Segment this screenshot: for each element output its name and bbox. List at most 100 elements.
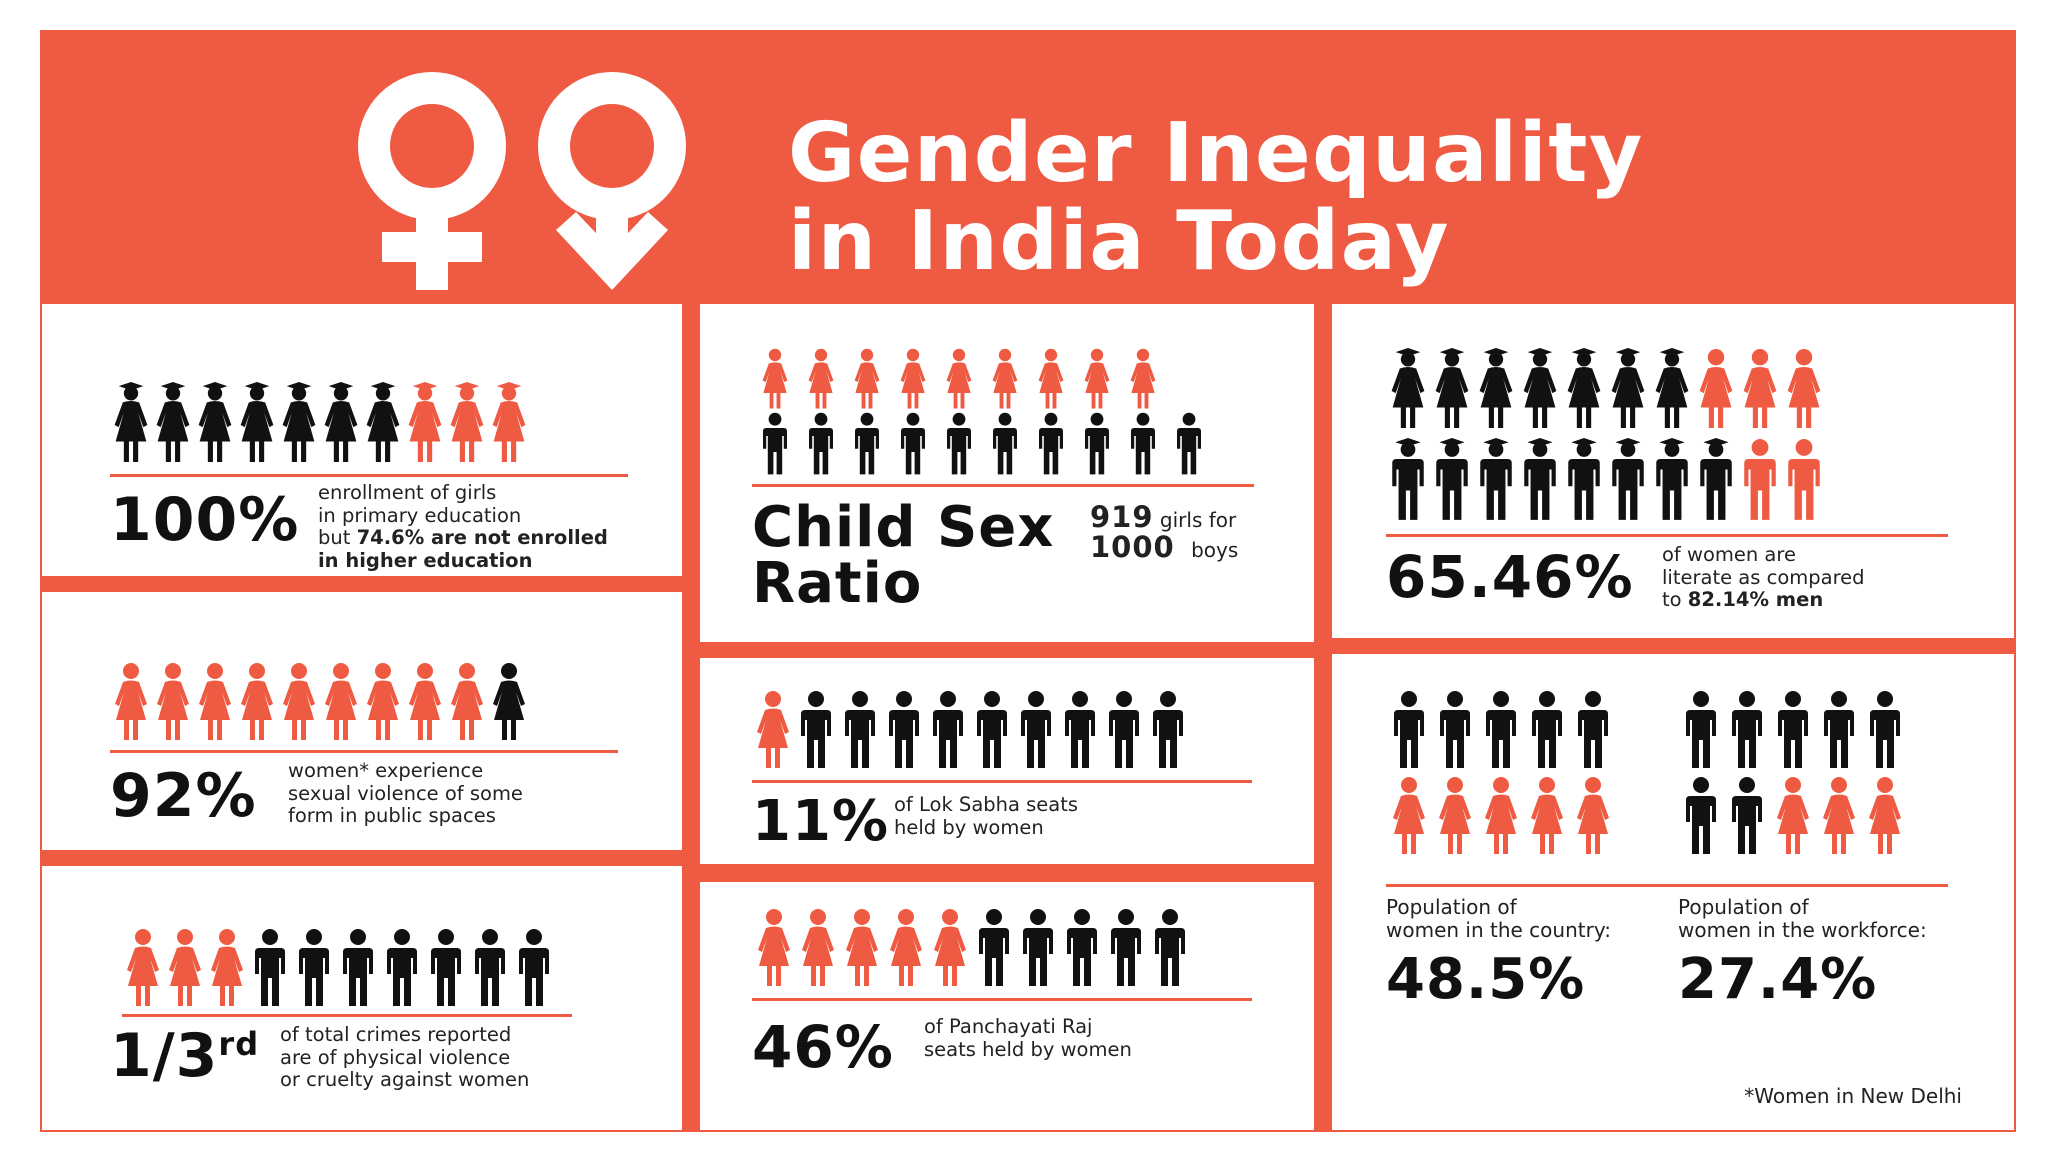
woman-graduate-icon (1386, 348, 1430, 430)
violence-divider (110, 750, 618, 753)
man-icon (1060, 908, 1104, 988)
lok-sabha-divider (752, 780, 1252, 783)
title-line-2: in India Today (788, 194, 1450, 289)
male-down-symbol-icon (538, 72, 686, 290)
woman-graduate-icon (446, 382, 488, 464)
woman-graduate-icon (1430, 348, 1474, 430)
man-graduate-icon (1694, 438, 1738, 522)
woman-icon (404, 662, 446, 742)
man-icon (972, 908, 1016, 988)
violence-icon-row (110, 662, 530, 742)
man-icon (512, 928, 556, 1008)
man-icon (1148, 908, 1192, 988)
woman-icon (890, 348, 936, 410)
woman-icon (362, 662, 404, 742)
woman-icon (1524, 776, 1570, 856)
education-icon-row (110, 382, 530, 464)
woman-icon (1694, 348, 1738, 430)
man-icon (752, 412, 798, 476)
man-icon (468, 928, 512, 1008)
man-icon (1058, 690, 1102, 770)
csr-girls: 919 girls for (1090, 500, 1237, 534)
violence-description: women* experience sexual violence of som… (288, 759, 523, 827)
man-icon (936, 412, 982, 476)
child-sex-ratio-panel: Child Sex Ratio 919 girls for 1000 boys (700, 304, 1314, 642)
workforce-population-icons (1678, 690, 1918, 856)
man-icon (1678, 776, 1724, 856)
woman-icon (320, 382, 362, 464)
footnote: *Women in New Delhi (1744, 1084, 1962, 1108)
woman-icon (152, 382, 194, 464)
csr-boys-row (752, 412, 1212, 476)
woman-icon (936, 348, 982, 410)
population-panel: Population of women in the country: 48.5… (1332, 654, 2014, 1130)
woman-icon (884, 908, 928, 988)
woman-icon (206, 928, 248, 1008)
literacy-description: of women are literate as compared to 82.… (1662, 543, 1865, 611)
crimes-divider (122, 1014, 572, 1017)
woman-icon (798, 348, 844, 410)
literacy-stat: 65.46% (1386, 543, 1634, 611)
woman-icon (844, 348, 890, 410)
literacy-women-row (1386, 348, 1826, 430)
man-graduate-icon (1430, 438, 1474, 522)
panchayati-icon-row (752, 908, 1192, 988)
crimes-icon-row (122, 928, 556, 1008)
man-icon (982, 412, 1028, 476)
man-icon (1016, 908, 1060, 988)
man-icon (926, 690, 970, 770)
woman-icon (752, 690, 794, 770)
man-graduate-icon (1562, 438, 1606, 522)
workforce-population-label: Population of women in the workforce: (1678, 895, 1927, 942)
title-line-1: Gender Inequality (788, 106, 1644, 201)
woman-icon (278, 662, 320, 742)
csr-girls-row (752, 348, 1166, 410)
woman-icon (320, 662, 362, 742)
country-population-icons (1386, 690, 1616, 856)
man-icon (336, 928, 380, 1008)
man-icon (424, 928, 468, 1008)
woman-icon (122, 928, 164, 1008)
man-icon (890, 412, 936, 476)
literacy-men-row (1386, 438, 1826, 522)
man-icon (844, 412, 890, 476)
man-icon (292, 928, 336, 1008)
panchayati-stat: 46% (752, 1013, 894, 1081)
man-icon (248, 928, 292, 1008)
woman-icon (1478, 776, 1524, 856)
panchayati-divider (752, 998, 1252, 1001)
education-panel: 100% enrollment of girls in primary educ… (42, 304, 682, 576)
man-icon (1478, 690, 1524, 770)
workforce-population-value: 27.4% (1678, 947, 1878, 1012)
man-icon (1816, 690, 1862, 770)
man-icon (1028, 412, 1074, 476)
woman-icon (1386, 776, 1432, 856)
page-title: Gender Inequality in India Today (788, 110, 1644, 286)
man-icon (1166, 412, 1212, 476)
woman-graduate-icon (404, 382, 446, 464)
woman-icon (362, 382, 404, 464)
country-population-label: Population of women in the country: (1386, 895, 1611, 942)
woman-icon (1816, 776, 1862, 856)
woman-icon (1770, 776, 1816, 856)
man-icon (1770, 690, 1816, 770)
man-icon (1432, 690, 1478, 770)
female-symbol-icon (358, 72, 506, 290)
lok-sabha-stat: 11% (752, 789, 890, 854)
man-icon (1120, 412, 1166, 476)
woman-icon (928, 908, 972, 988)
man-icon (1102, 690, 1146, 770)
woman-icon (152, 662, 194, 742)
man-graduate-icon (1650, 438, 1694, 522)
woman-icon (110, 382, 152, 464)
woman-icon (752, 908, 796, 988)
lok-sabha-icon-row (752, 690, 1190, 770)
woman-icon (194, 662, 236, 742)
country-population-value: 48.5% (1386, 947, 1586, 1012)
literacy-divider (1386, 534, 1948, 537)
man-graduate-icon (1518, 438, 1562, 522)
man-icon (380, 928, 424, 1008)
man-icon (1724, 776, 1770, 856)
man-graduate-icon (1606, 438, 1650, 522)
lok-sabha-description: of Lok Sabha seats held by women (894, 793, 1079, 839)
